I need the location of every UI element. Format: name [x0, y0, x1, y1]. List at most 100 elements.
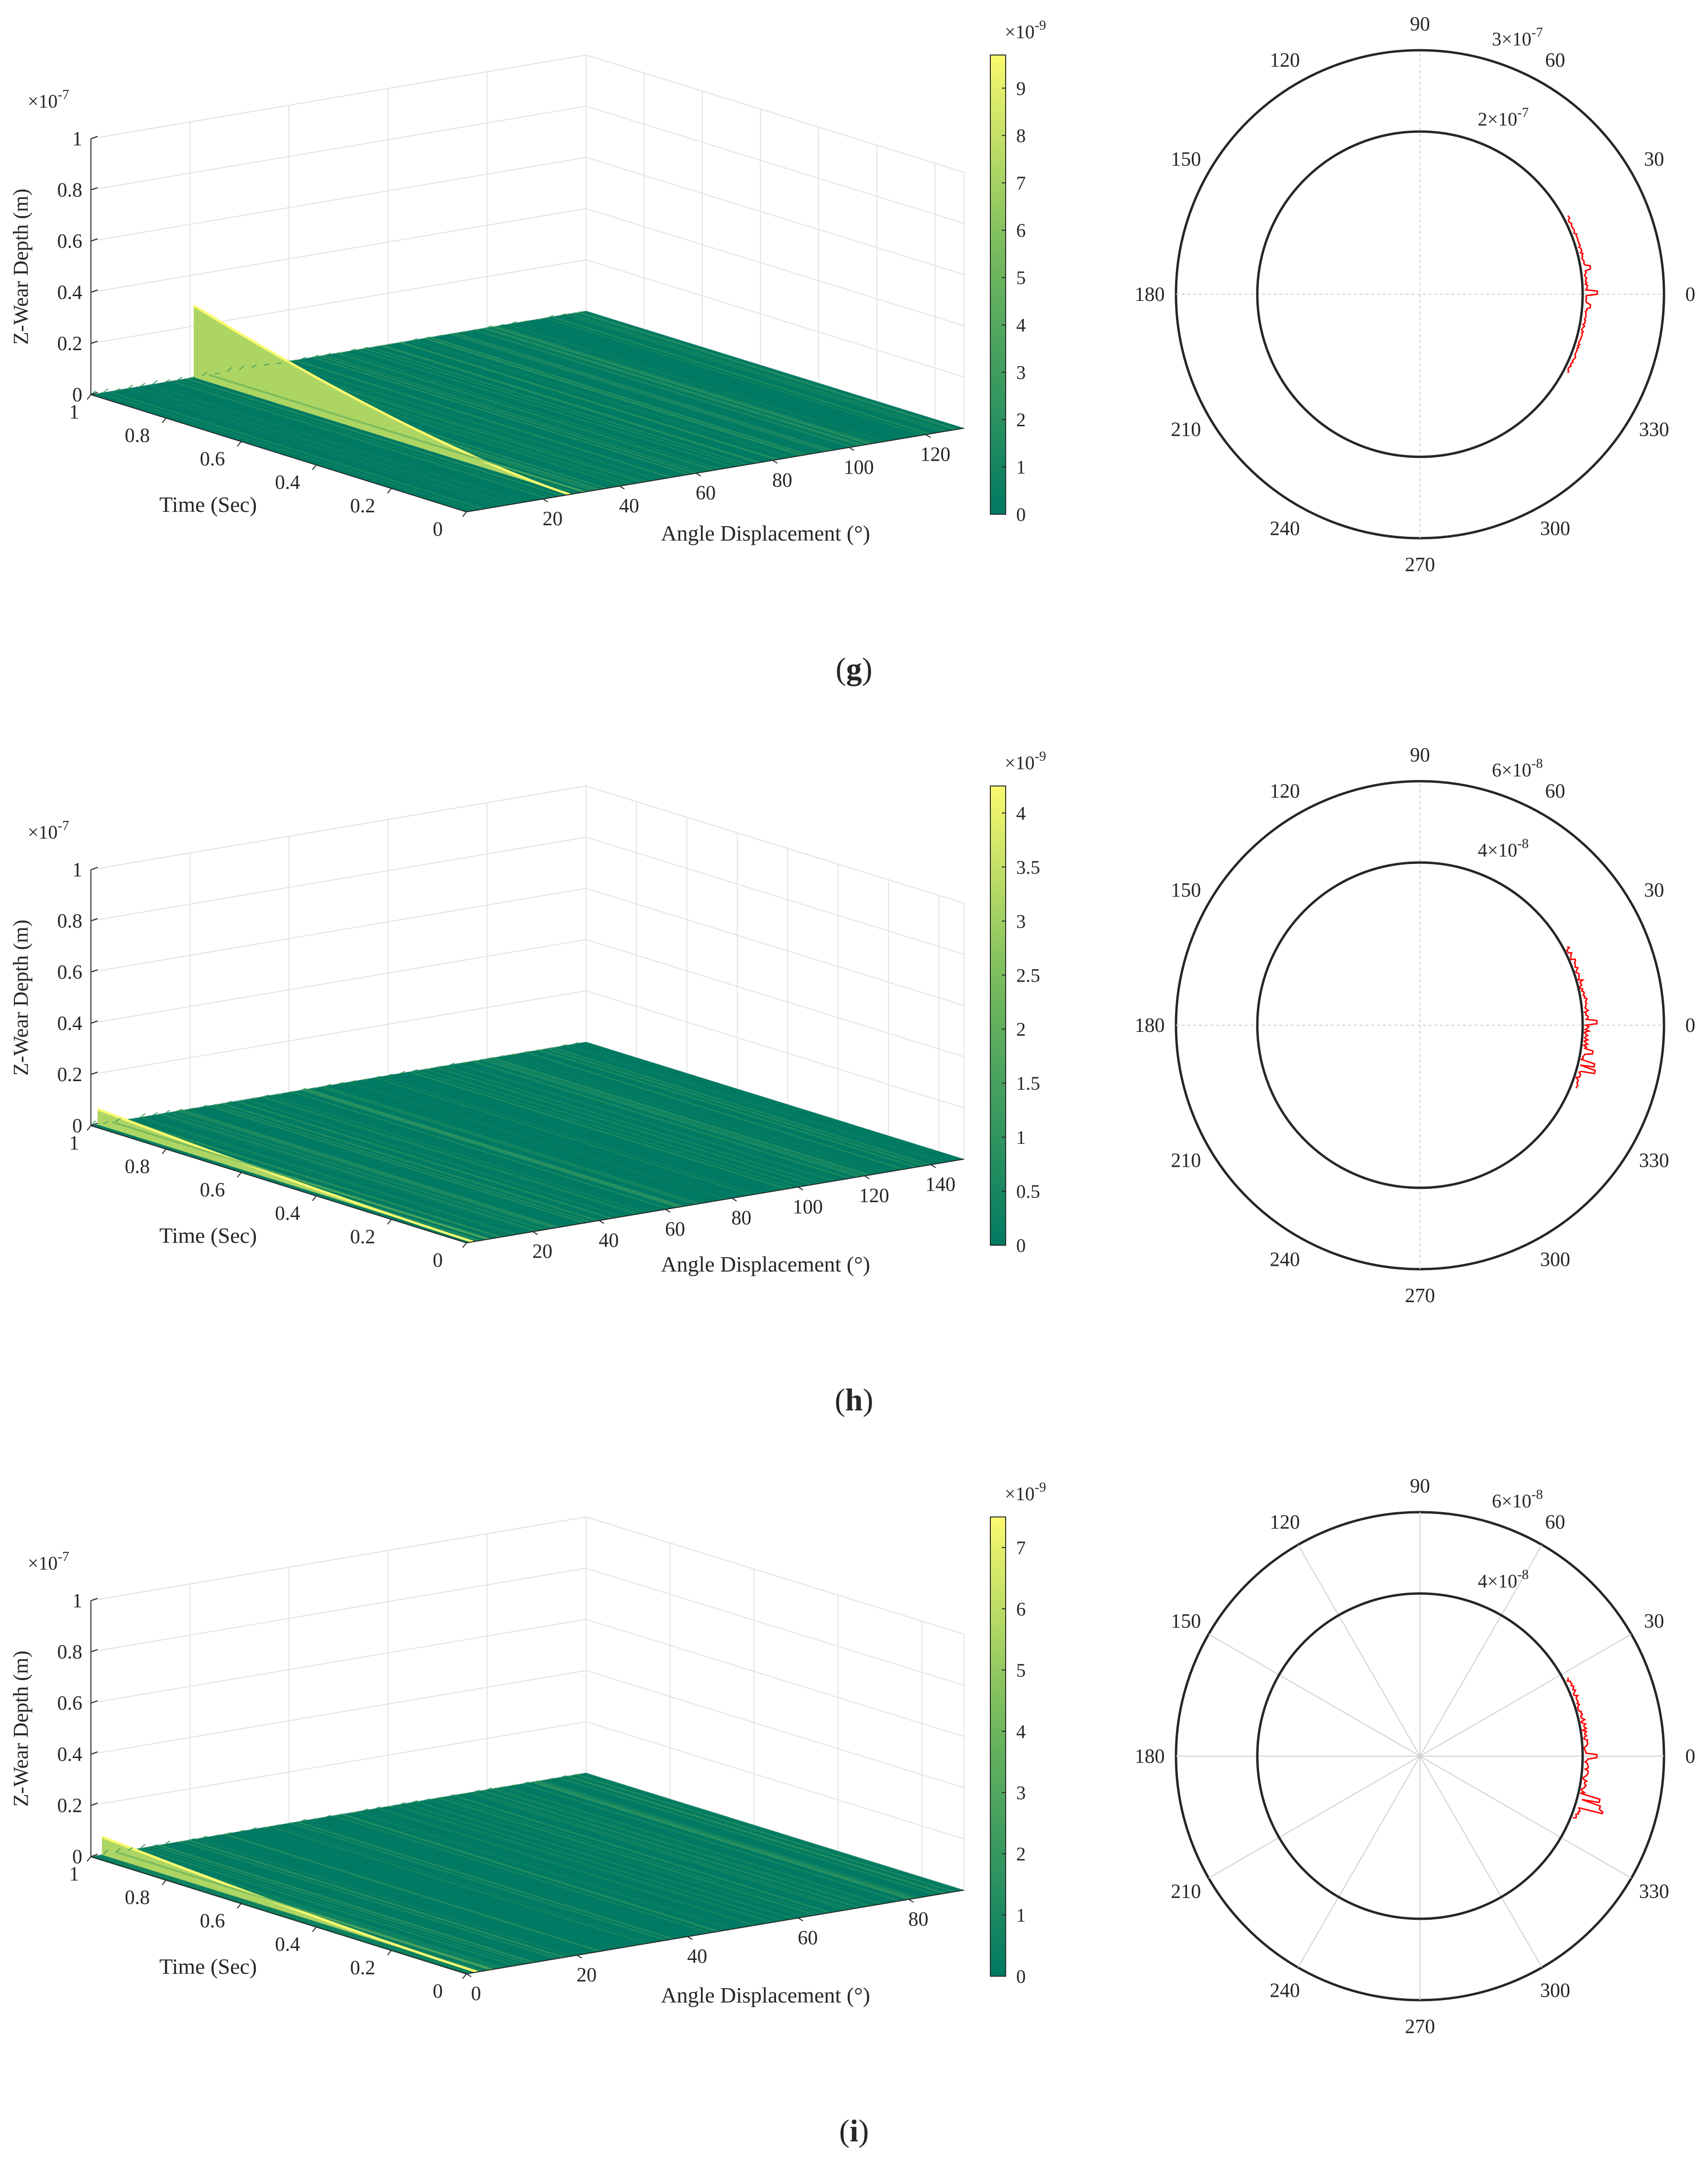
time-tick-label: 0.8	[125, 425, 150, 447]
colorbar-tick-label: 6	[1016, 1598, 1026, 1620]
time-tick	[463, 1243, 466, 1248]
polar-ring-label: 6×10-8	[1492, 1487, 1543, 1512]
angle-tick	[577, 1955, 582, 1958]
angle-tick-label: 120	[921, 443, 951, 465]
z-multiplier: ×10-7	[28, 818, 69, 843]
edge-bump	[363, 1079, 368, 1080]
z-multiplier-exponent: -7	[58, 818, 69, 833]
z-multiplier: ×10-7	[28, 1549, 69, 1574]
edge-bump	[339, 1814, 344, 1815]
z-tick-label: 0.2	[57, 1795, 83, 1817]
angle-axis-label: Angle Displacement (°)	[661, 1983, 870, 2007]
caption-open-paren: (	[835, 1383, 845, 1417]
z-tick-label: 0.2	[57, 333, 83, 355]
time-tick	[87, 1857, 91, 1861]
polar-ring-label: 4×10-8	[1478, 836, 1529, 861]
angle-tick	[696, 473, 701, 476]
colorbar	[990, 55, 1006, 514]
time-tick	[237, 442, 241, 446]
time-tick	[388, 1219, 391, 1224]
polar-angle-label: 90	[1410, 1475, 1430, 1497]
time-tick	[87, 395, 91, 399]
angle-tick-label: 40	[619, 495, 639, 517]
time-tick-label: 0.4	[275, 472, 300, 494]
polar-angle-label: 60	[1545, 50, 1565, 72]
time-tick-label: 1	[69, 401, 79, 423]
polar-ring-label: 3×10-7	[1492, 25, 1543, 50]
z-tick-label: 0.8	[57, 179, 83, 201]
z-multiplier-base: ×10	[28, 821, 58, 843]
time-tick	[312, 465, 316, 470]
polar-angle-label: 150	[1171, 149, 1201, 171]
colorbar-tick-label: 7	[1016, 1537, 1026, 1559]
time-tick-label: 1	[69, 1863, 79, 1885]
colorbar-multiplier-exponent: -9	[1035, 1480, 1046, 1495]
polar-angle-label: 270	[1405, 1285, 1435, 1307]
polar-angle-label: 120	[1270, 1512, 1300, 1534]
time-tick	[162, 418, 166, 423]
time-tick-label: 0.8	[125, 1156, 150, 1178]
colorbar-tick-label: 2.5	[1016, 964, 1040, 986]
polar-ring-label-base: 3×10	[1492, 28, 1531, 50]
colorbar-tick-label: 0	[1016, 1235, 1026, 1256]
angle-tick	[543, 499, 548, 502]
caption-letter: h	[845, 1383, 863, 1417]
time-tick	[388, 1950, 391, 1955]
angle-tick-label: 20	[543, 508, 563, 530]
panel-caption: (i)	[839, 2114, 869, 2148]
panel-caption: (h)	[835, 1383, 874, 1417]
time-tick	[312, 1927, 316, 1932]
colorbar-multiplier: ×10-9	[1005, 1480, 1046, 1505]
edge-bump	[215, 1104, 220, 1105]
polar-angle-label: 210	[1171, 1881, 1201, 1903]
z-multiplier: ×10-7	[28, 87, 69, 112]
colorbar-tick-label: 3	[1016, 910, 1026, 932]
angle-tick	[599, 1220, 604, 1223]
time-tick	[388, 488, 391, 493]
time-tick	[463, 512, 466, 517]
polar-plot-g: 2×10-73×10-79060300330300270240210180150…	[1135, 13, 1696, 576]
polar-plot-i: 4×10-86×10-89060300330300270240210180150…	[1135, 1475, 1696, 2038]
polar-ring-label-base: 4×10	[1478, 839, 1518, 861]
z-tick-label: 0.6	[57, 1693, 83, 1715]
angle-tick	[773, 460, 777, 463]
z-tick-label: 1	[72, 859, 82, 881]
polar-angle-label: 60	[1545, 781, 1565, 803]
colorbar-tick-label: 4	[1016, 802, 1026, 824]
angle-tick-label: 0	[471, 1983, 481, 2005]
time-tick	[237, 1903, 241, 1908]
angle-tick-label: 60	[665, 1218, 685, 1240]
panel-i: 00.20.40.60.81×10-7Z-Wear Depth (m)10.80…	[9, 1475, 1696, 2148]
time-tick-label: 0	[433, 1981, 443, 2003]
polar-angle-label: 330	[1639, 1150, 1669, 1172]
angle-tick-label: 40	[599, 1229, 619, 1251]
colorbar-tick-label: 0	[1016, 1966, 1026, 1987]
angle-tick	[931, 1165, 936, 1168]
colorbar-multiplier-exponent: -9	[1035, 749, 1046, 764]
angle-tick-label: 60	[798, 1927, 818, 1949]
time-tick	[463, 1974, 466, 1979]
caption-open-paren: (	[839, 2114, 850, 2148]
angle-tick	[926, 434, 931, 437]
polar-angle-label: 270	[1405, 554, 1435, 576]
time-axis-label: Time (Sec)	[159, 1223, 257, 1248]
z-axis-label: Z-Wear Depth (m)	[9, 1650, 33, 1806]
polar-angle-label: 180	[1135, 284, 1165, 306]
angle-tick	[533, 1232, 538, 1235]
polar-angle-label: 210	[1171, 419, 1201, 441]
time-tick-label: 0.4	[275, 1203, 300, 1225]
colorbar-multiplier-base: ×10	[1005, 752, 1035, 774]
angle-tick-label: 60	[696, 482, 716, 504]
edge-bump	[537, 1781, 542, 1782]
edge-bump	[240, 1100, 244, 1101]
colorbar-tick-label: 9	[1016, 77, 1026, 99]
z-tick-label: 0.6	[57, 962, 83, 984]
caption-open-paren: (	[836, 652, 846, 686]
time-axis-label: Time (Sec)	[159, 1954, 257, 1979]
polar-angle-label: 30	[1644, 880, 1664, 902]
colorbar-tick-label: 1	[1016, 1904, 1026, 1926]
polar-angle-label: 330	[1639, 419, 1669, 441]
polar-ring-label-base: 4×10	[1478, 1570, 1518, 1592]
z-multiplier-base: ×10	[28, 1552, 58, 1574]
polar-angle-label: 240	[1270, 518, 1300, 540]
